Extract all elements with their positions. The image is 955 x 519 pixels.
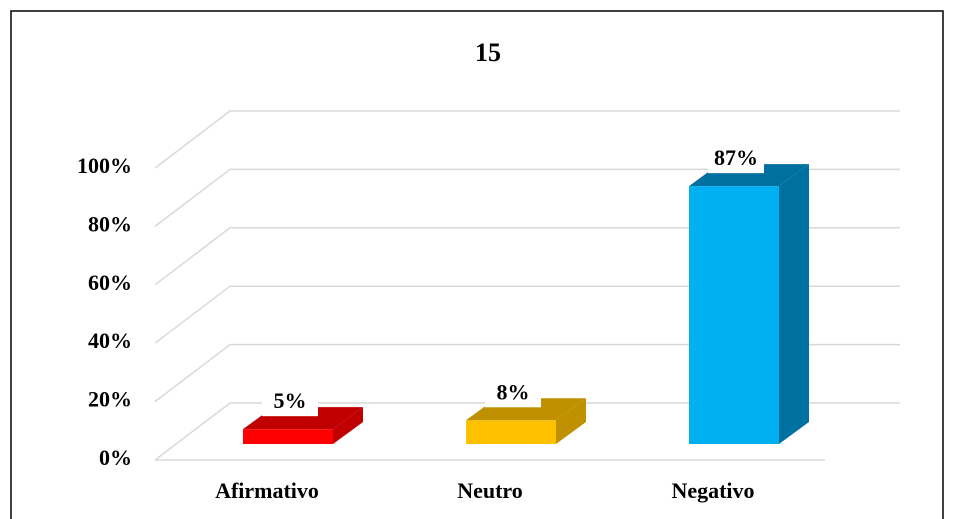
- y-tick-label: 0%: [99, 445, 132, 470]
- data-label: 5%: [274, 388, 307, 413]
- bar-side: [779, 164, 809, 444]
- y-tick-label: 100%: [77, 153, 132, 178]
- y-tick-label: 80%: [88, 211, 132, 236]
- bar-side: [333, 407, 363, 444]
- bar-front: [466, 420, 556, 444]
- data-label-bg: [262, 388, 318, 417]
- x-tick-label: Negativo: [671, 478, 754, 503]
- y-tick-label: 60%: [88, 270, 132, 295]
- grid-line: [154, 343, 900, 403]
- x-tick-label: Afirmativo: [215, 478, 319, 503]
- bar-front: [689, 186, 779, 444]
- grid-line: [154, 110, 900, 169]
- chart-title: 15: [475, 38, 501, 67]
- grid-line: [154, 402, 900, 461]
- y-tick-label: 20%: [88, 387, 132, 412]
- data-label: 8%: [497, 379, 530, 404]
- data-label: 87%: [714, 145, 758, 170]
- grid-line: [154, 285, 900, 344]
- bar-front: [243, 429, 333, 444]
- data-label-bg: [485, 379, 541, 408]
- data-label-bg: [708, 145, 764, 174]
- y-tick-label: 40%: [88, 328, 132, 353]
- bar-side: [556, 398, 586, 444]
- grid-line: [154, 227, 900, 286]
- x-tick-label: Neutro: [457, 478, 523, 503]
- grid-line: [154, 168, 900, 227]
